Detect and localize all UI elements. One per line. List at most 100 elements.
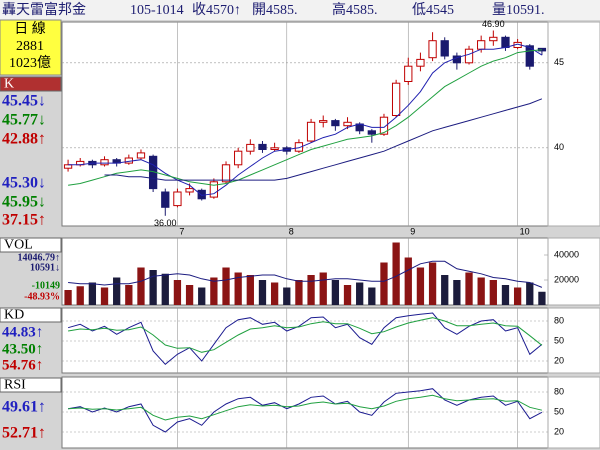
candle-body [331, 120, 340, 127]
candle-body [234, 150, 243, 166]
readout: 54.76↑ [2, 357, 43, 373]
volume-bar [319, 272, 327, 305]
volume-bar [113, 277, 121, 305]
candle-body [209, 181, 219, 198]
volume-bar [76, 286, 84, 305]
volume-bar [441, 275, 449, 305]
candle-body [246, 143, 255, 152]
volume-bar [198, 287, 206, 305]
axis-strip [547, 237, 600, 306]
candle-body [161, 191, 170, 208]
panel [61, 376, 549, 449]
readout: 14046.79↑ [18, 252, 61, 263]
high-price: 高4585. [332, 1, 378, 18]
ma-line [104, 98, 543, 181]
volume-bar [88, 282, 97, 305]
candle-body [100, 159, 109, 166]
panel-label: KD [4, 308, 24, 323]
y-tick-label: 50 [554, 335, 564, 345]
volume-bar [295, 280, 303, 305]
readout: 37.15↑ [2, 212, 46, 229]
candle-body [319, 120, 328, 123]
panel-label: VOL [4, 238, 33, 253]
volume-bar [161, 273, 169, 305]
candle-body [391, 82, 401, 116]
volume-bar [465, 272, 473, 305]
volume-bar [380, 262, 388, 305]
panel-label-box [0, 237, 62, 253]
readout: 45.95↓ [2, 194, 46, 211]
readout: -48.93% [24, 291, 60, 302]
volume-bar [149, 270, 157, 305]
candle-body [440, 40, 449, 57]
panel-label: RSI [4, 378, 26, 393]
axis-strip [547, 376, 600, 449]
volume-bar [258, 280, 267, 305]
annotation: 36.00 [154, 218, 177, 228]
y-tick-label: 20 [554, 355, 564, 365]
candle-body [343, 121, 352, 127]
candle-body [221, 164, 231, 183]
indicator-line [67, 312, 543, 365]
candle-body [404, 65, 413, 82]
annotation: 46.90 [482, 19, 505, 29]
y-tick-label: 80 [554, 386, 564, 396]
low-price: 低4545 [412, 2, 454, 18]
y-tick-label: 50 [554, 406, 564, 416]
volume-bar [392, 242, 400, 305]
volume-bar [222, 267, 230, 305]
volume-bar [404, 257, 412, 305]
candle-body [258, 143, 267, 150]
info-box [0, 19, 62, 76]
volume-bar [137, 267, 145, 305]
readout: 43.50↑ [2, 341, 43, 357]
readout: 52.71↑ [2, 425, 46, 442]
volume-bar [64, 290, 72, 305]
volume-bar [246, 275, 254, 305]
volume-bar [513, 287, 522, 305]
volume-bar [210, 277, 218, 305]
ma-line [68, 49, 542, 186]
y-tick-label: 80 [554, 315, 564, 325]
readout: 42.88↑ [2, 131, 46, 148]
volume-bar [125, 285, 133, 305]
header-bar [0, 0, 600, 20]
candle-body [489, 36, 498, 42]
readout: 45.30↓ [2, 175, 46, 192]
indicator-line [68, 388, 543, 433]
panel-label-box [0, 307, 62, 323]
candle-body [525, 45, 534, 67]
candle-body [464, 48, 474, 64]
volume-ma-line [68, 260, 543, 288]
y-tick-label: 45 [554, 57, 564, 67]
close-price: 收4570↑ [192, 2, 241, 18]
y-tick-label: 20000 [554, 274, 579, 284]
candle-body [270, 147, 279, 151]
candle-body [416, 58, 425, 67]
panel-label-box [0, 76, 62, 92]
candle-body [185, 188, 194, 193]
panel [61, 307, 549, 374]
stock-title: 轟天雷富邦金 [2, 1, 86, 18]
volume-bar [489, 280, 497, 305]
y-tick-label: 20 [554, 426, 564, 436]
readout: 45.77↓ [2, 112, 46, 129]
y-tick-label: 40 [554, 142, 564, 152]
x-tick-label: 7 [179, 226, 184, 236]
volume-bar [477, 277, 485, 305]
volume-bar [173, 280, 182, 305]
candle-body [63, 164, 73, 169]
volume-bar [343, 285, 352, 305]
indicator-line [68, 317, 543, 353]
panel-label-box [0, 377, 62, 393]
candle-body [136, 152, 146, 159]
indicator-line [68, 394, 543, 421]
y-tick-label: 40000 [554, 249, 579, 259]
candle-body [477, 40, 486, 50]
date: 105-1014 [130, 3, 184, 18]
market-cap: 1023億 [9, 55, 51, 71]
x-tick-label: 9 [410, 226, 415, 236]
candle-body [379, 116, 389, 135]
